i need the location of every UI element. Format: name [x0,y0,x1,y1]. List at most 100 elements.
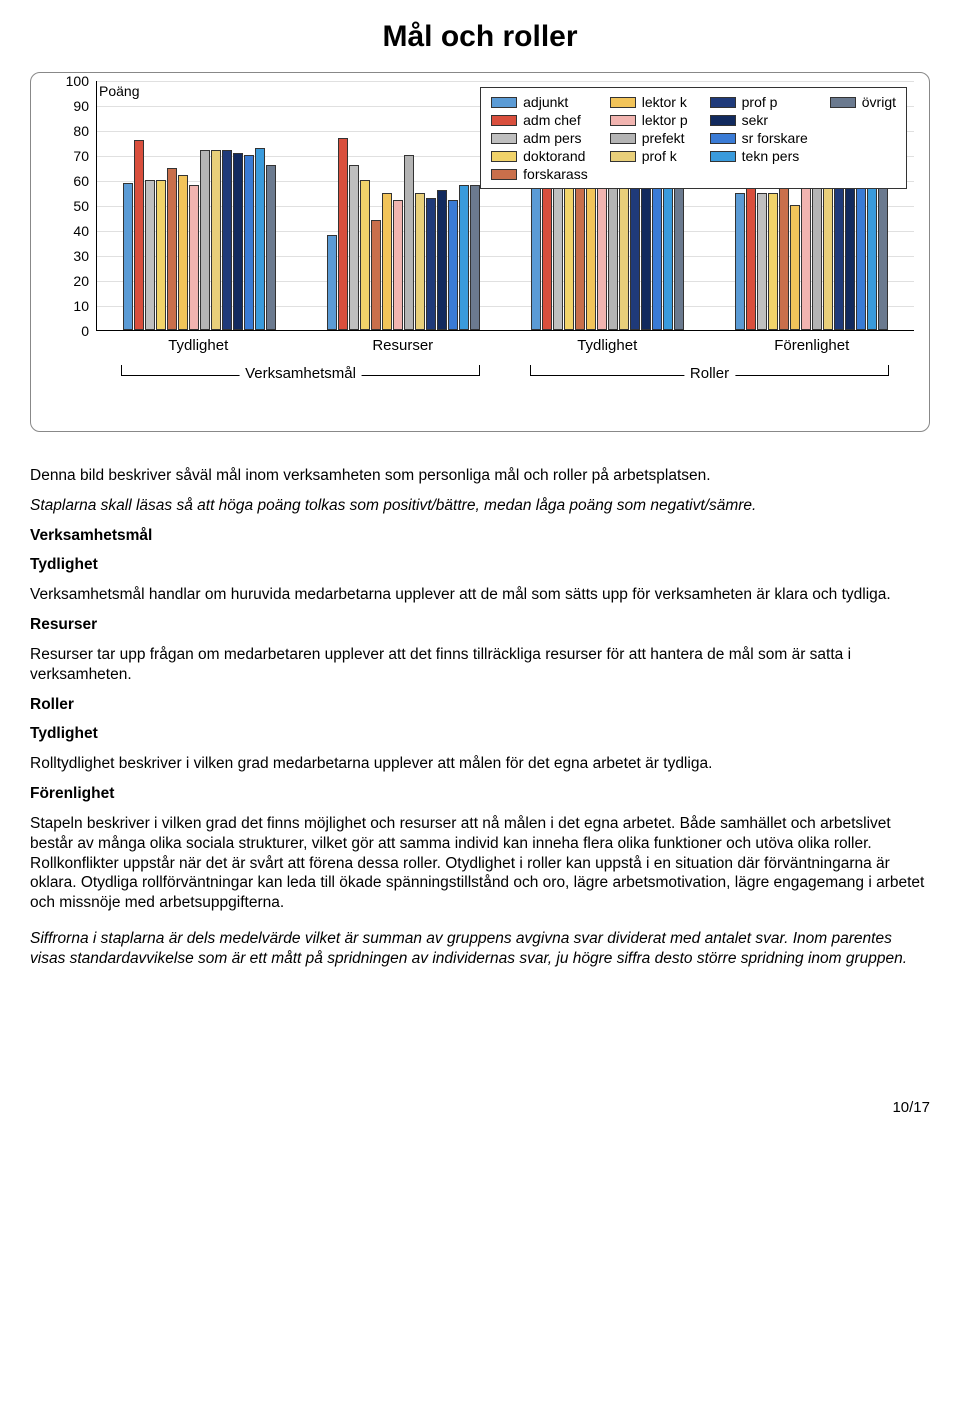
bar [156,180,166,330]
legend-label: lektor k [642,94,687,110]
bar [393,200,403,330]
legend-label: tekn pers [742,148,800,164]
x-supergroup: Verksamhetsmål [96,359,505,385]
x-category-label: Tydlighet [505,337,710,354]
footnote-paragraph: Siffrorna i staplarna är dels medelvärde… [30,929,930,969]
x-supergroup-label: Verksamhetsmål [239,365,362,382]
bar [575,168,585,331]
x-supergroup-label: Roller [684,365,735,382]
bar [448,200,458,330]
legend-item: prof k [610,148,688,164]
paragraph-tydlighet-2: Rolltydlighet beskriver i vilken grad me… [30,754,930,774]
bar [200,150,210,330]
legend-label: prefekt [642,130,685,146]
legend-swatch [710,97,736,108]
bar [255,148,265,331]
bar [211,150,221,330]
bar [360,180,370,330]
y-tick: 20 [41,273,89,289]
heading-resurser: Resurser [30,615,930,635]
bar [134,140,144,330]
bar [178,175,188,330]
bar [349,165,359,330]
legend-swatch [491,169,517,180]
page-title: Mål och roller [30,20,930,54]
legend-label: forskarass [523,166,588,182]
legend-swatch [710,115,736,126]
heading-tydlighet-2: Tydlighet [30,724,930,744]
bar [233,153,243,331]
bar [867,180,877,330]
bar [382,193,392,331]
page-number: 10/17 [30,1099,930,1116]
legend-item: övrigt [830,94,896,110]
bar [123,183,133,331]
legend-item: prof p [710,94,808,110]
bar [189,185,199,330]
bar [437,190,447,330]
paragraph-resurser: Resurser tar upp frågan om medarbetaren … [30,645,930,685]
legend-item: prefekt [610,130,688,146]
bar [856,180,866,330]
heading-roller: Roller [30,695,930,715]
legend-label: lektor p [642,112,688,128]
legend-item: forskarass [491,166,588,182]
legend-item: adm pers [491,130,588,146]
legend-item: tekn pers [710,148,808,164]
interpretation-note: Staplarna skall läsas så att höga poäng … [30,496,930,516]
body-text: Denna bild beskriver såväl mål inom verk… [30,466,930,969]
legend-swatch [710,133,736,144]
bar [371,220,381,330]
legend-item: sekr [710,112,808,128]
bar [768,193,778,331]
y-tick: 70 [41,148,89,164]
bar-group [97,81,301,330]
y-tick: 50 [41,198,89,214]
y-tick: 90 [41,98,89,114]
legend-swatch [491,151,517,162]
x-supergroup-labels: Verksamhetsmål Roller [96,359,914,385]
legend-label: adjunkt [523,94,568,110]
legend-swatch [610,151,636,162]
legend-label: doktorand [523,148,585,164]
bar [812,175,822,330]
legend-swatch [610,97,636,108]
paragraph-forenlighet: Stapeln beskriver i vilken grad det finn… [30,814,930,913]
paragraph-tydlighet-1: Verksamhetsmål handlar om huruvida medar… [30,585,930,605]
bar-group [301,81,505,330]
bar [779,180,789,330]
legend-label: övrigt [862,94,896,110]
legend-label: prof k [642,148,677,164]
bar [834,180,844,330]
bar [338,138,348,331]
bar [790,205,800,330]
bar [878,180,888,330]
legend-label: adm chef [523,112,581,128]
bar [404,155,414,330]
bar [801,180,811,330]
legend-swatch [830,97,856,108]
heading-verksamhetsmal: Verksamhetsmål [30,526,930,546]
legend-swatch [610,115,636,126]
y-tick: 80 [41,123,89,139]
heading-tydlighet-1: Tydlighet [30,555,930,575]
bar [845,180,855,330]
chart-container: Poäng 0102030405060708090100 TydlighetRe… [30,72,930,432]
legend-item: lektor p [610,112,688,128]
intro-paragraph: Denna bild beskriver såväl mål inom verk… [30,466,930,486]
bar [145,180,155,330]
bar [426,198,436,331]
legend-label: adm pers [523,130,581,146]
y-tick: 100 [41,73,89,89]
legend-item: sr forskare [710,130,808,146]
legend-item: adm chef [491,112,588,128]
bar [167,168,177,331]
y-tick: 10 [41,298,89,314]
bar [266,165,276,330]
bar [459,185,469,330]
x-supergroup: Roller [505,359,914,385]
legend-item: doktorand [491,148,588,164]
x-category-labels: TydlighetResurserTydlighetFörenlighet [96,337,914,354]
legend-swatch [491,97,517,108]
bar [244,155,254,330]
